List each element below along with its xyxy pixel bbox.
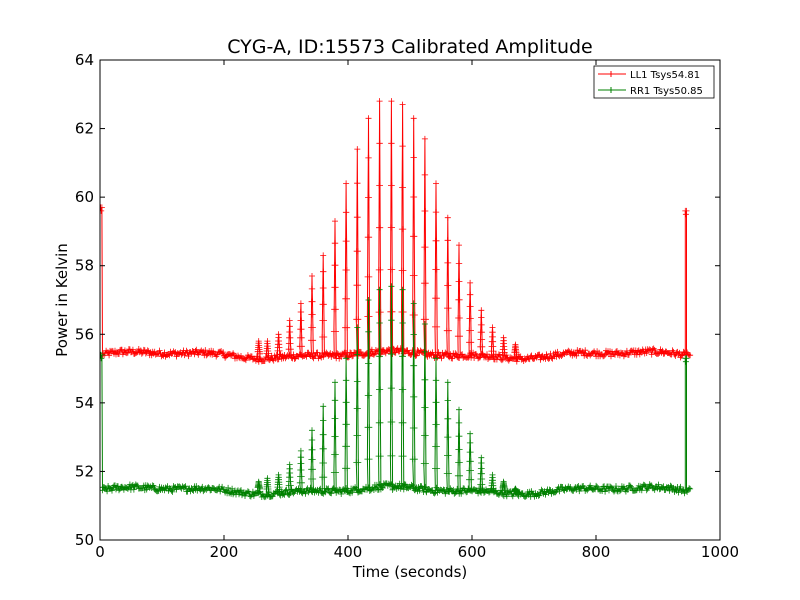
x-tick-label: 0 [95,543,105,561]
y-tick-label: 52 [75,462,94,480]
series-markers-0 [100,98,694,365]
legend-label-ll1: LL1 Tsys54.81 [630,70,700,81]
plot-frame [99,59,721,541]
y-tick-label: 58 [75,257,94,275]
x-tick-label: 1000 [701,543,739,561]
legend-marker-ll1 [608,71,614,77]
x-axis: 0 200 400 600 800 1000 [95,60,739,561]
legend-marker-rr1 [608,87,614,93]
legend: LL1 Tsys54.81 RR1 Tsys50.85 [593,65,715,99]
legend-box [593,65,715,99]
y-axis: 50 52 54 56 58 60 62 64 [75,51,720,549]
series-layer [100,98,694,501]
chart-title: CYG-A, ID:15573 Calibrated Amplitude [227,36,592,58]
x-tick-label: 400 [334,543,363,561]
y-tick-label: 64 [75,51,94,69]
y-tick-label: 54 [75,394,94,412]
y-tick-label: 60 [75,188,94,206]
legend-label-rr1: RR1 Tsys50.85 [630,86,703,97]
x-tick-label: 200 [210,543,239,561]
x-tick-label: 600 [458,543,487,561]
series-markers-1 [100,283,694,501]
x-tick-label: 800 [582,543,611,561]
x-axis-label: Time (seconds) [352,563,468,581]
y-tick-label: 50 [75,531,94,549]
y-tick-label: 62 [75,120,94,138]
y-axis-label: Power in Kelvin [53,243,71,357]
y-tick-label: 56 [75,325,94,343]
